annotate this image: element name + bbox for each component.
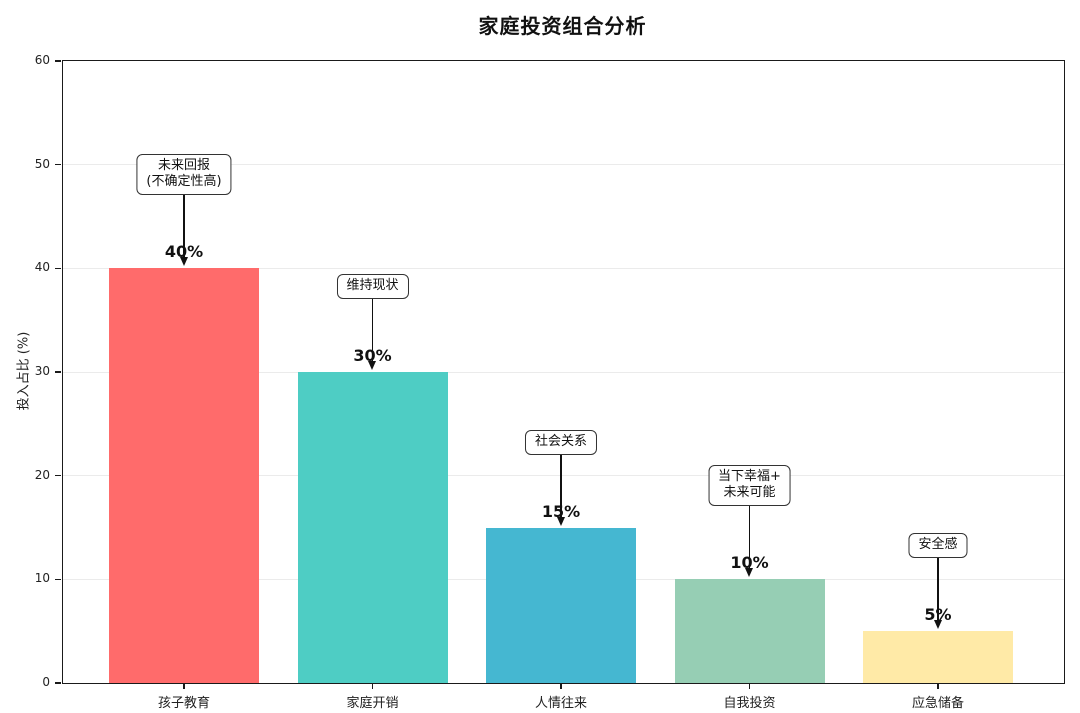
y-tick-label: 10 [34, 571, 50, 586]
bar [863, 631, 1013, 683]
x-tick-label: 应急储备 [911, 696, 964, 711]
annotation-box: 当下幸福+ 未来可能 [708, 464, 791, 507]
arrow-head-icon [368, 361, 376, 370]
bar [674, 579, 825, 683]
y-tick [55, 474, 61, 477]
annotation-box: 未来回报 (不确定性高) [136, 153, 232, 196]
x-tick-label: 自我投资 [723, 696, 776, 711]
annotation-arrow [748, 506, 751, 570]
bar-value-label: 10% [730, 553, 769, 573]
annotation-box: 维持现状 [336, 274, 409, 299]
bar-value-label: 15% [541, 501, 581, 521]
bar [486, 527, 636, 683]
bar-value-label: 40% [164, 242, 204, 262]
y-tick [55, 371, 61, 373]
bar [109, 268, 259, 683]
x-tick [748, 683, 751, 689]
y-tick-label: 50 [34, 156, 50, 171]
arrow-head-icon [745, 568, 753, 578]
annotation-arrow [560, 454, 562, 518]
y-tick [55, 60, 61, 62]
annotation-box: 安全感 [908, 533, 968, 559]
x-tick-label: 人情往来 [534, 696, 587, 711]
y-tick [55, 267, 61, 270]
gridline [63, 164, 1064, 166]
y-tick-label: 0 [42, 675, 50, 689]
annotation-arrow [371, 299, 374, 362]
annotation-arrow [183, 195, 185, 259]
chart-title: 家庭投资组合分析 [478, 14, 647, 38]
y-tick-label: 30 [34, 364, 50, 378]
plot-area: 0 10 20 30 40 50 60 孩子教育 40% 未来回报 (不确定性高) 家庭开销 30% 维… [35, 53, 1065, 711]
bar-value-label: 30% [353, 346, 392, 365]
x-tick-label: 孩子教育 [157, 696, 210, 711]
bar-value-label: 5% [924, 605, 952, 625]
y-tick-label: 40 [34, 260, 50, 275]
gridline [63, 267, 1064, 269]
y-tick-label: 20 [34, 467, 50, 482]
gridline [63, 475, 1064, 477]
bar [297, 372, 448, 683]
y-tick-label: 60 [34, 53, 50, 67]
gridline [63, 371, 1064, 373]
y-tick [55, 682, 61, 684]
x-tick [937, 683, 939, 689]
y-tick [55, 578, 61, 581]
x-tick [371, 683, 374, 689]
arrow-head-icon [556, 516, 565, 526]
y-tick [55, 163, 61, 166]
arrow-head-icon [179, 257, 188, 267]
annotation-box: 社会关系 [524, 429, 598, 455]
arrow-head-icon [933, 620, 942, 630]
x-tick [183, 683, 185, 689]
x-tick-label: 家庭开销 [346, 696, 399, 711]
annotation-arrow [937, 558, 939, 622]
x-tick [560, 683, 562, 689]
